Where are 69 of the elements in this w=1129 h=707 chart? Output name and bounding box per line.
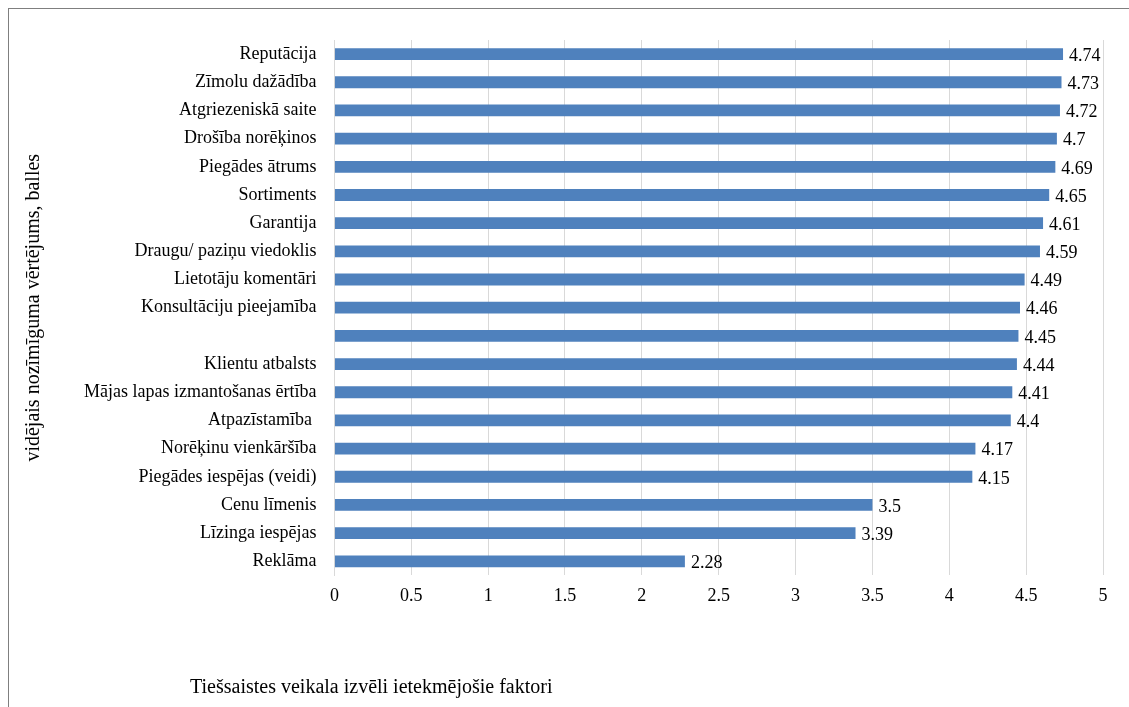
y-tick-label: Atpazīstamība: [207, 409, 317, 430]
bar: [334, 104, 1060, 117]
bar: [334, 555, 685, 568]
y-tick-label: Cenu līmenis: [220, 493, 317, 514]
bar: [334, 527, 856, 540]
bar: [334, 189, 1050, 201]
data-label: 4.49: [1030, 270, 1063, 291]
y-tick-label: Reklāma: [252, 550, 317, 571]
y-tick-label: Līzinga iespējas: [199, 521, 317, 542]
data-label: 4.74: [1069, 44, 1101, 65]
y-tick-label: Norēķinu vienkāršība: [160, 437, 317, 458]
data-label: 4.45: [1024, 326, 1056, 347]
bar: [334, 470, 973, 483]
y-tick-label: Klientu atbalsts: [203, 352, 317, 373]
bar: [334, 160, 1056, 173]
y-tick-label: Piegādes ātrums: [198, 155, 317, 176]
x-tick-label: 2: [637, 584, 647, 605]
y-tick-label: Zīmolu dažādība: [194, 71, 317, 91]
y-tick-label: Garantija: [249, 211, 317, 232]
data-label: 4.17: [981, 439, 1013, 460]
x-tick-label: 1.5: [553, 584, 577, 605]
x-tick-label: 0: [329, 584, 339, 605]
bar: [334, 358, 1017, 370]
data-label: 4.41: [1018, 382, 1050, 403]
bar: [334, 499, 873, 511]
x-tick-label: 4.5: [1014, 584, 1038, 605]
data-label: 4.73: [1067, 73, 1099, 93]
x-tick-label: 3: [791, 584, 801, 605]
data-label: 4.61: [1049, 213, 1081, 234]
data-label: 4.69: [1061, 157, 1093, 178]
data-label: 3.39: [861, 523, 894, 544]
bar: [334, 132, 1057, 145]
bar: [334, 48, 1064, 61]
bar: [334, 273, 1025, 286]
x-tick-label: 0.5: [400, 584, 423, 605]
bar: [334, 329, 1019, 342]
data-label: 4.7: [1062, 129, 1086, 150]
y-tick-label: Atgriezeniskā saite: [178, 99, 317, 120]
data-label: 2.28: [690, 552, 723, 573]
data-label: 4.4: [1016, 411, 1040, 432]
x-tick-label: 4: [944, 584, 954, 605]
y-tick-label: Mājas lapas izmantošanas ērtība: [84, 380, 317, 401]
y-tick-label: Drošība norēķinos: [183, 127, 317, 148]
y-tick-label: Reputācija: [239, 42, 317, 63]
x-tick-label: 2.5: [707, 584, 730, 605]
bar: [334, 442, 976, 455]
bar: [334, 76, 1062, 89]
x-axis-title: Tiešsaistes veikala izvēli ietekmējošie faktori: [190, 675, 553, 699]
y-axis-title: vidējais nozīmīguma vērtējums, balles: [21, 153, 45, 462]
bar: [334, 217, 1044, 230]
data-label: 4.65: [1055, 185, 1087, 206]
data-label: 3.5: [878, 495, 901, 516]
bar: [334, 245, 1040, 258]
y-tick-label: Piegādes iespējas (veidi): [138, 465, 317, 487]
y-tick-label: Konsultāciju pieejamība: [140, 296, 317, 317]
data-label: 4.15: [978, 467, 1010, 488]
data-label: 4.44: [1022, 354, 1055, 375]
y-tick-label: Sortiments: [238, 183, 317, 204]
y-tick-label: Lietotāju komentāri: [173, 268, 317, 289]
x-tick-label: 5: [1098, 584, 1108, 605]
data-label: 4.46: [1025, 298, 1058, 319]
x-tick-label: 1: [483, 584, 493, 605]
data-label: 4.59: [1045, 242, 1078, 263]
bar: [334, 414, 1011, 427]
x-tick-label: 3.5: [861, 584, 884, 605]
data-label: 4.72: [1065, 101, 1098, 122]
bar: [334, 301, 1020, 314]
y-tick-label: Draugu/ paziņu viedoklis: [134, 240, 317, 261]
bar: [334, 386, 1013, 399]
